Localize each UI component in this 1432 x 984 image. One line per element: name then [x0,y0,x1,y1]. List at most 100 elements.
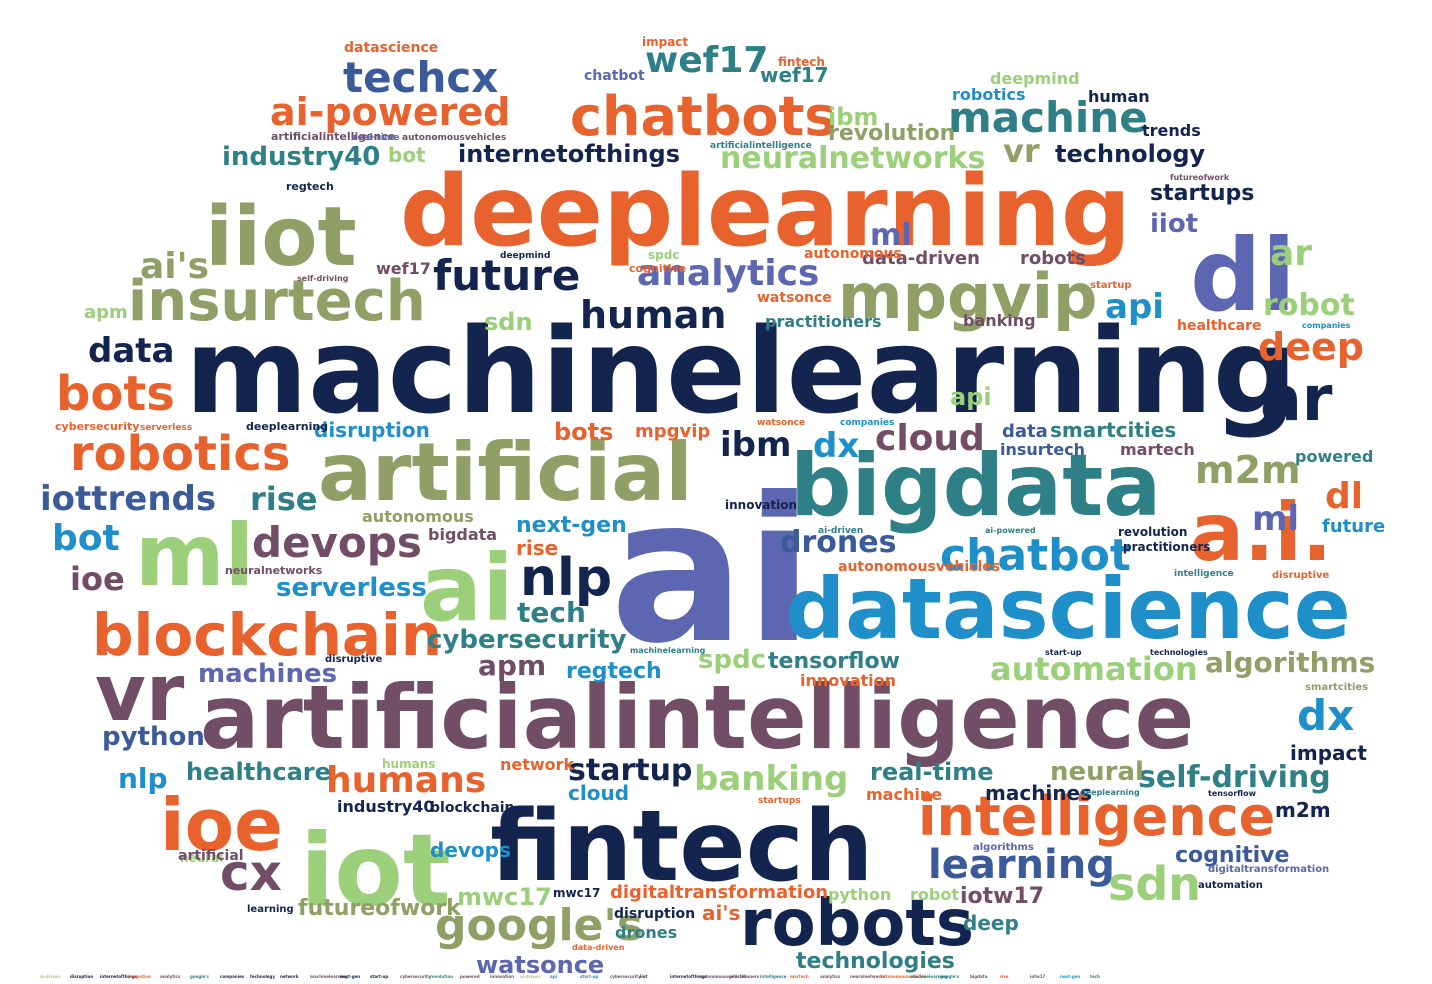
word-cloud-word: api [1105,287,1164,327]
word-cloud-word: cognitive [130,974,151,979]
word-cloud-word: neuralnetworks [720,141,985,176]
word-cloud-word: practitioners [1123,540,1210,554]
word-cloud-word: network [280,974,299,979]
word-cloud-word: bots [554,418,613,446]
word-cloud-word: companies [840,418,894,428]
word-cloud-word: fintech [490,790,874,904]
word-cloud-word: artificialintelligence [200,666,1194,769]
word-cloud-word: automation [1198,880,1263,891]
word-cloud-word: disruptive [325,654,382,665]
word-cloud-word: disruption [314,418,430,442]
word-cloud-word: analytics [160,974,181,979]
word-cloud-word: machine [866,785,942,804]
word-cloud-word: technologies [796,949,955,974]
word-cloud-word: rise [516,536,558,560]
word-cloud-word: chatbots [570,85,836,148]
word-cloud-word: future [433,251,580,300]
word-cloud-word: serverless [140,423,192,433]
word-cloud-word: humans [326,760,486,801]
word-cloud-word: tech [517,596,586,629]
word-cloud-word: nlp [520,548,612,608]
word-cloud-word: ai's [140,246,209,287]
word-cloud-word: watsonce [757,290,832,306]
word-cloud-word: innovation [725,498,797,512]
word-cloud-word: analytics [637,253,819,294]
word-cloud-word: cybersecurity [55,420,139,433]
word-cloud-word: ai [420,535,514,642]
word-cloud-word: deep [1258,325,1364,369]
word-cloud-word: python [828,885,891,904]
word-cloud-word: mwc17 [553,886,600,900]
word-cloud-word: regtech [566,659,662,684]
word-cloud-word: deeplearning [400,155,1131,269]
word-cloud-word: intelligence [760,974,787,979]
word-cloud-word: cognitive [629,262,686,275]
word-cloud-word: robotics [952,85,1025,104]
word-cloud-word: tensorflow [1208,789,1257,798]
word-cloud-word: fintech [778,55,825,69]
word-cloud-word: start-up [1045,648,1082,657]
word-cloud-word: internetofthings [100,974,138,979]
word-cloud-word: next-gen [340,974,360,979]
word-cloud-word: robot [1263,288,1355,323]
word-cloud-word: machinelearning [910,974,948,979]
word-cloud-word: bigdata [790,436,1161,536]
word-cloud-word: industry40 [337,797,434,816]
word-cloud-word: artificial [318,426,693,519]
word-cloud-word: iiot [1150,209,1198,239]
word-cloud-word: bigdata [428,525,497,544]
word-cloud-word: mpgvip [635,421,710,442]
word-cloud-word: ai-driven [818,526,863,536]
word-cloud-word: dx [1297,691,1354,740]
word-cloud-word: ar [1260,362,1333,435]
word-cloud-word: martech [790,974,809,979]
word-cloud-word: banking [694,759,848,799]
word-cloud-word: autonomousvehicles [880,974,927,979]
word-cloud-word: machines [985,781,1092,805]
word-cloud-word: iottrends [40,479,216,519]
word-cloud-word: revolution [430,974,453,979]
word-cloud-word: cybersecurity [610,974,641,979]
word-cloud-word: artificialintelligence [271,130,395,143]
word-cloud-word: rise [250,480,318,518]
word-cloud-word: startup [568,753,692,788]
word-cloud-word: neuralnetworks [225,564,323,577]
word-cloud-word: cybersecurity [427,625,627,655]
word-cloud-word: ml [135,506,254,606]
word-cloud-word: iiot [205,190,357,285]
word-cloud-word: banking [963,311,1036,330]
word-cloud-word: practitioners [765,312,882,331]
word-cloud-word: data [88,331,174,371]
word-cloud-word: data-driven [862,248,980,269]
word-cloud-word: blockchain [92,601,442,669]
word-cloud-word: artificialintelligence [710,141,812,151]
word-cloud-word: start-up [580,974,598,979]
word-cloud-word: datascience [785,560,1351,658]
word-cloud-word: iotw17 [1030,974,1046,979]
word-cloud-word: spdc [698,645,766,675]
word-cloud-word: ml [1252,499,1299,539]
word-cloud-word: powered [460,974,480,979]
word-cloud-word: powered [1295,447,1373,466]
word-cloud-word: chatbot [584,68,645,84]
word-cloud-word: disruption [614,906,695,922]
word-cloud-word: ibm [720,425,791,465]
word-cloud-word: revolution [1118,525,1187,539]
word-cloud-word: human [1088,87,1150,106]
word-cloud-word: watsonce [476,951,604,979]
word-cloud-word: deepmind [990,69,1080,88]
word-cloud-word: deepmind [500,251,550,261]
word-cloud-word: learning [928,842,1115,888]
word-cloud-word: cloud [568,781,629,805]
word-cloud-word: ai's [702,901,740,925]
word-cloud-word: practitioners [730,974,760,979]
word-cloud-word: autonomous [804,246,902,262]
word-cloud-word: industry40 [222,142,380,172]
word-cloud-word: technology [250,974,275,979]
word-cloud-word: martech [1120,440,1195,459]
word-cloud-word: ai-driven [40,974,60,979]
word-cloud-word: start-up [370,974,388,979]
word-cloud-word: self-driving [297,274,349,283]
word-cloud-word: regtech [286,180,334,193]
word-cloud-word: self-driving [1138,760,1331,795]
